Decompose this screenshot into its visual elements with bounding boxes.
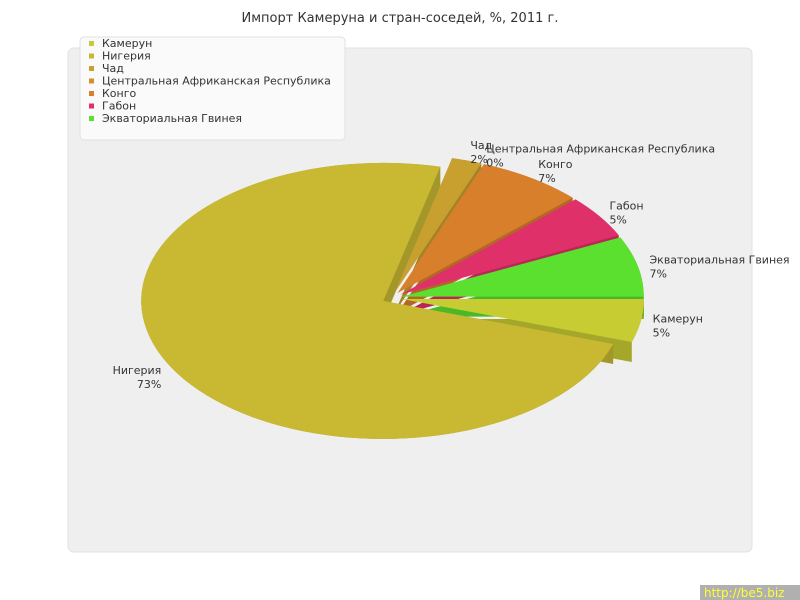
slice-label: Центральная Африканская Республика bbox=[486, 142, 715, 155]
legend-label: Камерун bbox=[102, 37, 152, 50]
legend-swatch bbox=[89, 116, 94, 121]
legend-label: Конго bbox=[102, 87, 137, 100]
legend-swatch bbox=[89, 78, 94, 84]
legend-label: Экваториальная Гвинея bbox=[102, 112, 242, 125]
slice-tops bbox=[141, 158, 644, 439]
legend-swatch bbox=[89, 103, 94, 109]
legend-label: Габон bbox=[102, 100, 136, 113]
watermark-bg bbox=[700, 585, 800, 600]
slice-label: Экваториальная Гвинея bbox=[650, 254, 790, 267]
chart-title: Импорт Камеруна и стран-соседей, %, 2011… bbox=[242, 11, 559, 26]
slice-value-label: 2% bbox=[470, 153, 487, 166]
slice-value-label: 7% bbox=[650, 268, 667, 281]
slice-side bbox=[401, 237, 644, 317]
legend-swatch bbox=[89, 66, 94, 71]
legend-label: Чад bbox=[102, 62, 124, 75]
legend-swatch bbox=[89, 53, 94, 59]
slice-label: Конго bbox=[538, 158, 573, 171]
slice-label: Камерун bbox=[653, 313, 703, 326]
legend-swatch bbox=[89, 91, 94, 96]
slice bbox=[397, 164, 573, 294]
slice-label: Чад bbox=[470, 139, 492, 152]
slice bbox=[394, 158, 482, 293]
legend-label: Нигерия bbox=[102, 50, 151, 63]
slice-value-label: 73% bbox=[137, 378, 161, 391]
slice bbox=[141, 162, 614, 439]
slice-label: Габон bbox=[609, 200, 643, 213]
slice bbox=[400, 199, 619, 295]
legend-box bbox=[79, 36, 346, 141]
slice-value-label: 5% bbox=[609, 214, 626, 227]
slice-value-label: 0% bbox=[486, 156, 503, 169]
slice bbox=[401, 298, 644, 343]
legend-swatch bbox=[89, 41, 94, 46]
slice-label: Нигерия bbox=[113, 364, 162, 377]
legend-label: Центральная Африканская Республика bbox=[102, 75, 331, 88]
slice bbox=[401, 237, 644, 297]
slice-value-label: 5% bbox=[653, 327, 670, 340]
slice-value-label: 7% bbox=[538, 172, 555, 185]
watermark[interactable]: http://be5.biz bbox=[704, 586, 784, 600]
